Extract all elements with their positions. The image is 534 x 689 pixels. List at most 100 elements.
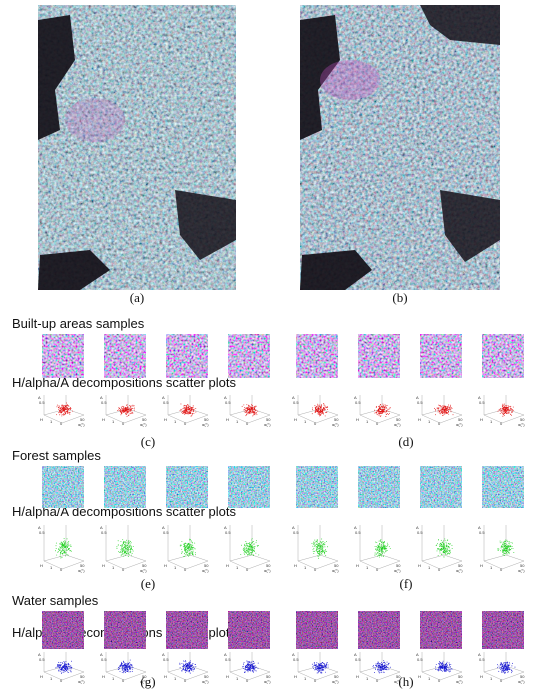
scatter-dot — [192, 663, 193, 664]
scatter-dot — [381, 552, 382, 553]
scatter-dot — [504, 546, 505, 547]
scatter-dot — [385, 404, 386, 405]
scatter-dot — [385, 548, 386, 549]
scatter-dot — [450, 664, 451, 665]
scatter-dot — [245, 410, 246, 411]
scatter-dot — [246, 407, 247, 408]
scatter-dot — [56, 555, 57, 556]
scatter-dot — [250, 663, 251, 664]
scatter-dot — [502, 405, 503, 406]
scatter-dot — [132, 408, 133, 409]
scatter-dot — [66, 665, 67, 666]
scatter-dot — [192, 552, 193, 553]
scatter-dot — [130, 413, 131, 414]
axis-label: α(°) — [456, 679, 463, 684]
scatter-dot — [319, 412, 320, 413]
scatter-dot — [60, 408, 61, 409]
scatter-dot — [319, 670, 320, 671]
scatter-dot — [64, 552, 65, 553]
scatter-dot — [441, 667, 442, 668]
scatter-dot — [508, 671, 509, 672]
scatter-dot — [250, 667, 251, 668]
scatter-dot — [125, 551, 126, 552]
axis-tick: 0.5 — [39, 657, 45, 662]
scatter-dot — [252, 538, 253, 539]
scatter-dot — [506, 544, 507, 545]
scatter-dot — [390, 667, 391, 668]
scatter-dot — [502, 670, 503, 671]
scatter-dot — [378, 549, 379, 550]
scatter-dot — [119, 410, 120, 411]
scatter-dot — [252, 415, 253, 416]
scatter-dot — [193, 667, 194, 668]
scatter-dot — [442, 542, 443, 543]
scatter-dot — [182, 670, 183, 671]
scatter-dot — [507, 551, 508, 552]
scatter-dot — [321, 551, 322, 552]
scatter-dot — [118, 409, 119, 410]
patch-image — [296, 611, 338, 649]
scatter-dot — [192, 548, 193, 549]
scatter-dot — [256, 542, 257, 543]
scatter-dot — [507, 541, 508, 542]
scatter-dot — [502, 666, 503, 667]
scatter-dot — [503, 405, 504, 406]
scatter-dot — [444, 670, 445, 671]
scatter-dot — [191, 407, 192, 408]
scatter-plot: A0.5H1050α(°) — [224, 652, 271, 684]
scatter-dot — [379, 405, 380, 406]
scatter-dot — [448, 667, 449, 668]
scatter-dot — [439, 549, 440, 550]
scatter-dot — [505, 551, 506, 552]
scatter-dot — [66, 550, 67, 551]
sample-patch — [358, 334, 400, 378]
scatter-dot — [123, 541, 124, 542]
scatter-dot — [390, 548, 391, 549]
scatter-dot — [249, 413, 250, 414]
scatter-dot — [323, 403, 324, 404]
scatter-dot — [191, 665, 192, 666]
scatter-dot — [323, 541, 324, 542]
scatter-dot — [503, 667, 504, 668]
scatter-dot — [122, 670, 123, 671]
scatter-dot — [376, 413, 377, 414]
scatter-dot — [190, 664, 191, 665]
scatter-dot — [444, 670, 445, 671]
scatter-dot — [503, 554, 504, 555]
scatter-dot — [61, 551, 62, 552]
scatter-dot — [513, 548, 514, 549]
sample-patch — [420, 334, 462, 378]
scatter-dot — [504, 415, 505, 416]
scatter-dot — [64, 547, 65, 548]
scatter-dot — [386, 665, 387, 666]
scatter-dot — [318, 407, 319, 408]
scatter-dot — [509, 665, 510, 666]
scatter-dot — [503, 412, 504, 413]
scatter-plot: A0.5H1050α(°) — [292, 525, 339, 573]
scatter-plot: A0.5H1050α(°) — [162, 525, 209, 573]
scatter-dot — [248, 671, 249, 672]
scatter-dot — [252, 663, 253, 664]
scatter-dot — [131, 665, 132, 666]
scatter-dot — [507, 672, 508, 673]
scatter-dot — [191, 416, 192, 417]
scatter-dot — [132, 666, 133, 667]
scatter-dot — [503, 548, 504, 549]
scatter-dot — [61, 409, 62, 410]
axis-label: H — [294, 674, 297, 679]
scatter-dot — [442, 546, 443, 547]
patch-image — [482, 611, 524, 649]
scatter-dot — [326, 551, 327, 552]
axis-label: H — [356, 417, 359, 422]
scatter-dot — [382, 663, 383, 664]
scatter-dot — [385, 416, 386, 417]
scatter-dot — [378, 669, 379, 670]
scatter-dot — [187, 550, 188, 551]
scatter-dot — [62, 408, 63, 409]
scatter-dot — [249, 411, 250, 412]
scatter-dot — [438, 663, 439, 664]
scatter-dot — [381, 542, 382, 543]
scatter-dot — [447, 550, 448, 551]
scatter-dot — [444, 412, 445, 413]
scatter-dot — [59, 667, 60, 668]
